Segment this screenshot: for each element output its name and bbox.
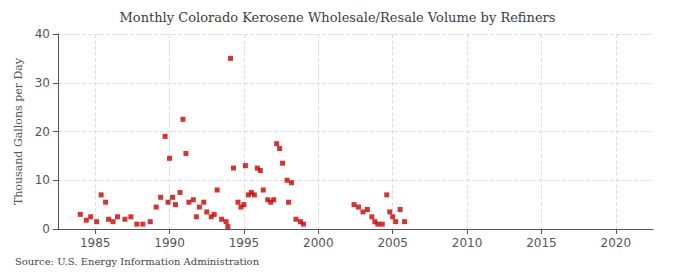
svg-text:Thousand Gallons per Day: Thousand Gallons per Day bbox=[12, 57, 25, 205]
svg-text:2010: 2010 bbox=[452, 236, 483, 250]
svg-text:0: 0 bbox=[42, 222, 50, 236]
svg-text:1995: 1995 bbox=[229, 236, 260, 250]
svg-text:30: 30 bbox=[35, 76, 50, 90]
svg-text:40: 40 bbox=[35, 27, 50, 41]
svg-text:2000: 2000 bbox=[303, 236, 334, 250]
svg-text:1985: 1985 bbox=[80, 236, 111, 250]
svg-text:2015: 2015 bbox=[526, 236, 557, 250]
svg-text:10: 10 bbox=[35, 173, 50, 187]
svg-text:2020: 2020 bbox=[601, 236, 632, 250]
svg-text:2005: 2005 bbox=[377, 236, 408, 250]
svg-text:Source: U.S. Energy Informatio: Source: U.S. Energy Information Administ… bbox=[15, 256, 260, 267]
svg-text:Monthly Colorado Kerosene Whol: Monthly Colorado Kerosene Wholesale/Resa… bbox=[120, 10, 556, 25]
svg-text:20: 20 bbox=[35, 125, 50, 139]
svg-text:1990: 1990 bbox=[154, 236, 185, 250]
